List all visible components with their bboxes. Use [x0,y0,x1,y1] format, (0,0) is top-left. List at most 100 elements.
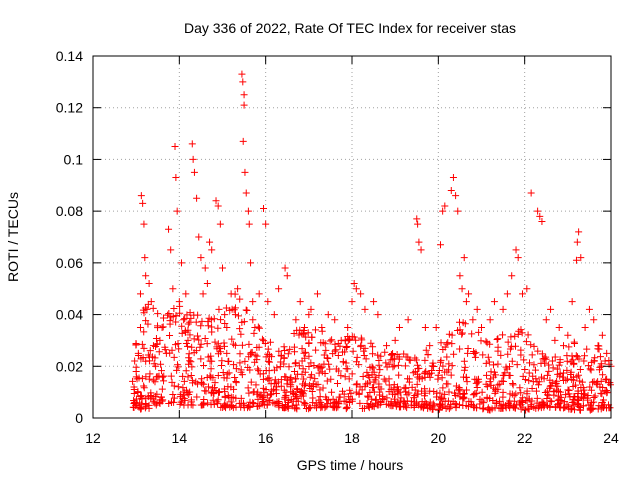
data-point [296,298,304,306]
data-point [190,349,198,357]
data-point [460,366,468,374]
data-point [247,378,255,386]
data-point [585,305,593,313]
data-point [548,398,556,406]
data-point [186,388,194,396]
data-point [380,396,388,404]
data-point [193,194,201,202]
data-point [194,332,202,340]
data-point [236,325,244,333]
data-point [543,371,551,379]
data-point [366,389,374,397]
data-point [188,140,196,148]
data-point [339,358,347,366]
data-point [264,345,272,353]
data-point [184,320,192,328]
data-point [217,361,225,369]
data-point [387,385,395,393]
data-point [503,290,511,298]
data-point [391,355,399,363]
data-point [569,356,577,364]
data-point [484,404,492,412]
data-point [493,335,501,343]
data-point [214,371,222,379]
data-point [355,361,363,369]
data-point [400,398,408,406]
data-point [244,402,252,410]
data-point [388,351,396,359]
data-point [240,101,248,109]
data-point [291,360,299,368]
data-point [245,389,253,397]
data-point [212,197,220,205]
data-point [439,384,447,392]
data-point [228,305,236,313]
data-point [141,254,149,262]
data-point [584,362,592,370]
data-point [507,333,515,341]
data-point [395,353,403,361]
data-point [547,305,555,313]
data-point [173,361,181,369]
data-point [181,315,189,323]
data-point [529,372,537,380]
data-point [480,399,488,407]
data-point [527,189,535,197]
data-point [414,220,422,228]
data-point [249,388,257,396]
data-point [348,298,356,306]
data-point [249,400,257,408]
data-point [173,207,181,215]
data-point [579,402,587,410]
data-point [281,395,289,403]
data-point [584,394,592,402]
data-point [413,215,421,223]
data-point [565,343,573,351]
data-point [588,405,596,413]
data-point [468,330,476,338]
data-point [214,340,222,348]
data-point [360,404,368,412]
data-point [283,380,291,388]
data-point [482,337,490,345]
data-point [371,399,379,407]
data-point [367,339,375,347]
data-point [292,316,300,324]
data-point [365,404,373,412]
data-point [512,246,520,254]
data-point [458,285,466,293]
data-point [239,78,247,86]
data-point [355,389,363,397]
data-point [382,359,390,367]
data-point [214,202,222,210]
data-point [257,391,265,399]
data-point [421,356,429,364]
data-point [177,390,185,398]
data-point [231,373,239,381]
data-point [395,324,403,331]
data-point [414,361,422,369]
data-point [180,316,188,324]
data-point [524,405,532,413]
data-point [275,397,283,405]
data-point [284,350,292,358]
data-point [381,348,389,356]
data-point [331,340,339,348]
data-point [138,340,146,348]
data-point [309,394,317,402]
data-point [140,220,148,228]
data-point [207,401,215,409]
data-point [555,324,563,331]
data-point [423,401,431,409]
data-point [375,361,383,369]
data-point [522,338,530,346]
data-point [297,392,305,400]
data-point [436,241,444,249]
data-point [300,327,308,335]
data-point [490,373,498,381]
data-point [305,311,313,319]
data-point [190,335,198,343]
data-point [507,343,515,351]
data-point [298,389,306,397]
